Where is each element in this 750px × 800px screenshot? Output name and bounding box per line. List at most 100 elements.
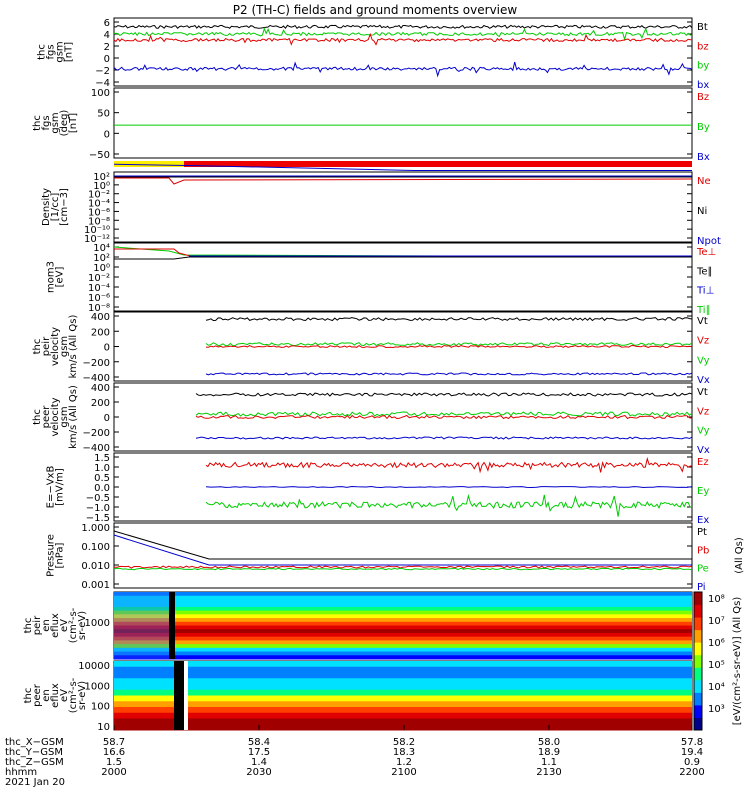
spectro-peir-band — [114, 655, 692, 660]
spectro-peer-white — [184, 661, 188, 730]
ylabel: [eV] — [55, 267, 66, 288]
spectro-peir-band — [114, 606, 692, 612]
ylabel: [mV/m] — [55, 468, 66, 506]
colorbar-segment — [694, 667, 702, 681]
ylabel: eflux — [50, 613, 61, 638]
ylabel: sr-eV) — [77, 611, 88, 640]
ytick-label: 10 — [97, 722, 110, 733]
ytick-label: −400 — [83, 443, 110, 454]
ytick-label: 10⁻⁴ — [88, 283, 110, 294]
ylabel: velocity — [50, 327, 61, 366]
ylabel: peer — [41, 405, 52, 429]
ytick-label: 0.100 — [81, 542, 110, 553]
colorbar-segment — [694, 642, 702, 656]
series-peer-Vy — [195, 411, 693, 417]
legend-Pi: Pi — [697, 582, 706, 593]
ylabel: peer — [32, 683, 43, 707]
legend-Ex: Ex — [697, 515, 709, 526]
legend-Te∥: Te∥ — [696, 266, 713, 277]
ylabel: thc — [32, 339, 43, 355]
xrow-value: 2030 — [246, 767, 271, 778]
ylabel: Density — [41, 188, 52, 226]
spectro-peer-band — [114, 661, 692, 668]
spectro-peir-gap — [169, 592, 175, 659]
legend-Vz: Vz — [697, 406, 709, 417]
spectro-peir-band — [114, 610, 692, 615]
series-Pe — [113, 567, 693, 571]
series-peer-Vz — [195, 414, 693, 420]
xrow-value: 1.4 — [251, 757, 267, 768]
ylabel: [nPa] — [55, 542, 66, 568]
ytick-label: 0 — [104, 343, 110, 354]
ylabel: km/s (All Qs) — [68, 385, 79, 449]
ylabel: thc — [32, 409, 43, 425]
xrow-value: 16.6 — [103, 747, 125, 758]
xrow-value: 17.5 — [248, 747, 270, 758]
ylabel: E=−VxB — [46, 466, 57, 509]
series-Ez — [205, 456, 693, 474]
ylabel: (cm²-s- — [68, 607, 79, 643]
ytick-label: 2 — [104, 42, 110, 53]
spectro-peer-band — [114, 672, 692, 679]
xrow-value: 2130 — [536, 767, 561, 778]
ytick-label: −400 — [83, 373, 110, 384]
spectro-peir-band — [114, 640, 692, 645]
ytick-label: 10⁻² — [88, 190, 110, 201]
colorbar-frame — [693, 591, 703, 731]
series-peir-Vz — [205, 344, 693, 349]
colorbar-segment — [694, 592, 702, 606]
ytick-label: 0.5 — [94, 473, 110, 484]
ylabel: [nT] — [68, 113, 79, 133]
colorbar-label: [eV/(cm²-s-sr-eV)] (All Qs) — [732, 597, 743, 726]
legend-Pe: Pe — [697, 564, 709, 575]
ytick-label: 1.000 — [81, 523, 110, 534]
xrow-name: thc_Y−GSM — [5, 747, 63, 758]
ytick-label: 10⁻⁴ — [88, 199, 110, 210]
spectro-peir-band — [114, 595, 692, 600]
spectro-peer-band — [114, 678, 692, 685]
spectro-peir-early — [114, 592, 174, 659]
mode-bar-fast — [184, 161, 692, 167]
xrow-value: 1.2 — [396, 757, 412, 768]
ytick-label: 0.010 — [81, 561, 110, 572]
mode-bar-slow — [114, 161, 184, 167]
legend-Vx: Vx — [697, 445, 710, 456]
legend-bx: bx — [697, 80, 709, 91]
xrow-value: 58.4 — [248, 737, 270, 748]
spectro-peir-band — [114, 621, 692, 626]
ytick-label: −2 — [95, 66, 110, 77]
ytick-label: −1.0 — [86, 503, 110, 514]
ytick-label: 200 — [91, 327, 110, 338]
legend-Vz: Vz — [697, 336, 709, 347]
ytick-label: 1.0 — [94, 463, 110, 474]
spectro-peir-band — [114, 614, 692, 619]
ytick-label: 1000 — [85, 618, 110, 629]
spectro-peir-band — [114, 644, 692, 649]
ylabel: (cm²-s- — [68, 677, 79, 713]
ytick-label: 1000 — [85, 681, 110, 692]
ylabel: [nT] — [64, 42, 75, 62]
spectro-peir-band — [114, 636, 692, 641]
ytick-label: 10⁻¹⁰ — [84, 225, 110, 236]
series-bx — [113, 61, 693, 78]
xrow-value: 2100 — [391, 767, 416, 778]
ytick-label: 4 — [104, 30, 110, 41]
panel-frame-density — [113, 171, 693, 243]
colorbar-tick: 10⁵ — [708, 660, 725, 671]
xrow-value: 58.7 — [103, 737, 125, 748]
ytick-label: 10² — [93, 253, 110, 264]
ylabel: peir — [32, 615, 43, 635]
ytick-label: 0 — [104, 413, 110, 424]
colorbar-segment — [694, 617, 702, 631]
legend-By: By — [697, 122, 710, 133]
ytick-label: 10⁻⁸ — [88, 303, 110, 314]
spectro-peer-band — [114, 689, 692, 696]
series-Pi — [113, 534, 692, 566]
legend-Ti⊥: Ti⊥ — [696, 286, 714, 297]
spectro-peir-band — [114, 625, 692, 630]
ytick-label: −1.5 — [86, 513, 110, 524]
colorbar-tick: 10⁸ — [708, 594, 725, 605]
spectro-peir-band — [114, 618, 692, 623]
xrow-value: 1.1 — [541, 757, 557, 768]
ytick-label: 0.0 — [94, 483, 110, 494]
